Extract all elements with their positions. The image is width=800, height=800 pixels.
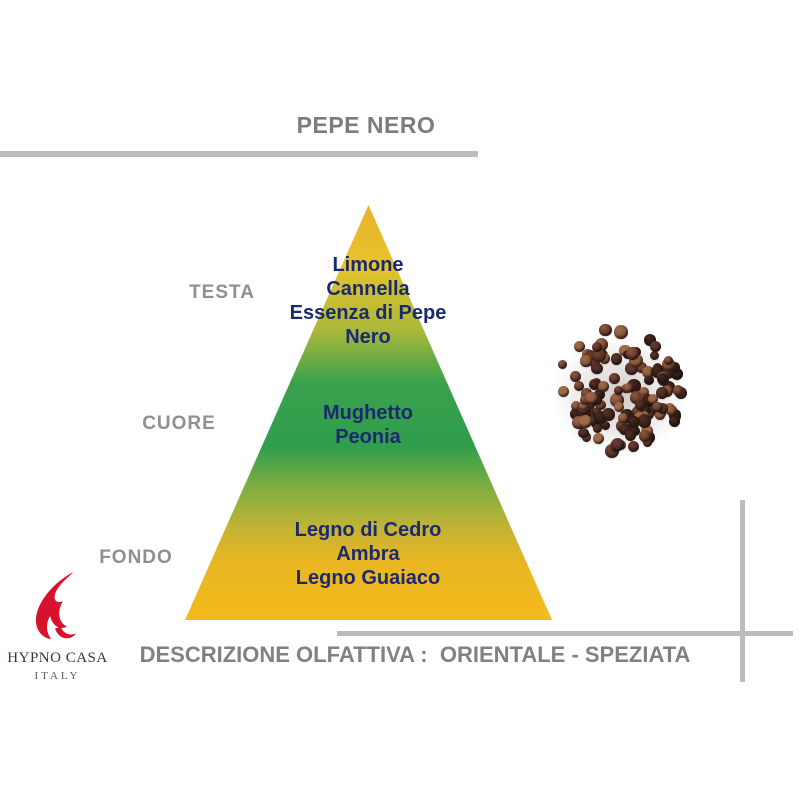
- peppercorn: [625, 429, 636, 441]
- level-label-fondo: FONDO: [99, 547, 173, 568]
- peppercorn: [579, 394, 591, 406]
- peppercorn: [593, 433, 605, 445]
- peppercorn: [665, 404, 678, 417]
- note-line: Essenza di Pepe: [289, 302, 447, 324]
- peppercorn: [635, 361, 647, 374]
- peppercorn: [661, 367, 674, 380]
- peppercorn: [591, 362, 604, 375]
- peppercorn: [652, 402, 663, 413]
- peppercorn: [637, 414, 652, 428]
- peppercorn: [579, 414, 592, 428]
- peppercorn: [591, 348, 606, 363]
- peppercorn: [591, 341, 602, 352]
- peppercorn: [627, 440, 640, 453]
- peppercorn: [656, 386, 669, 399]
- peppercorn: [614, 385, 624, 396]
- peppercorn: [638, 386, 650, 398]
- peppercorn: [614, 325, 628, 339]
- peppercorn: [656, 373, 668, 385]
- brand-logo: HYPNO CASA ITALY: [0, 568, 115, 693]
- peppercorn: [573, 381, 584, 392]
- page-title: PEPE NERO: [296, 112, 436, 138]
- peppercorn: [628, 416, 641, 429]
- peppercorn: [625, 346, 639, 360]
- peppercorn: [618, 423, 631, 436]
- level-label-cuore: CUORE: [142, 413, 216, 434]
- note-line: Cannella: [326, 278, 410, 300]
- peppercorn: [593, 423, 603, 433]
- peppercorn: [641, 365, 655, 379]
- vertical-divider-line: [740, 500, 745, 682]
- heart-notes-group: Mughetto Peonia: [218, 401, 518, 449]
- peppercorn: [574, 340, 586, 352]
- peppercorn: [578, 400, 589, 411]
- peppercorn: [557, 385, 570, 398]
- peppercorn: [623, 383, 633, 394]
- peppercorn: [611, 438, 625, 452]
- peppercorn: [585, 391, 598, 405]
- peppercorn: [593, 389, 605, 401]
- peppercorn: [589, 379, 601, 391]
- peppercorn: [584, 399, 595, 410]
- peppercorn: [580, 355, 592, 367]
- note-line: Mughetto: [323, 402, 413, 424]
- peppercorn: [643, 374, 654, 385]
- note-line: Peonia: [335, 426, 401, 448]
- peppercorn: [597, 380, 610, 393]
- bottom-divider-line: [337, 631, 793, 636]
- peppercorn: [578, 427, 589, 439]
- peppercorn: [595, 399, 606, 411]
- peppercorn: [641, 405, 652, 416]
- peppercorn-image: [545, 318, 695, 468]
- peppercorn: [600, 421, 611, 431]
- peppercorn: [648, 393, 659, 404]
- peppercorn: [618, 412, 629, 423]
- note-line: Limone: [332, 254, 404, 276]
- olfactory-description: DESCRIZIONE OLFATTIVA : ORIENTALE - SPEZ…: [139, 642, 691, 667]
- level-label-testa: TESTA: [189, 282, 255, 303]
- peppercorn: [672, 385, 684, 396]
- peppercorn: [630, 425, 641, 437]
- note-line: Legno di Cedro: [294, 519, 442, 541]
- peppercorn: [671, 367, 683, 380]
- peppercorn: [569, 371, 581, 383]
- peppercorn: [650, 351, 660, 361]
- peppercorn: [669, 362, 680, 373]
- top-divider-line: [0, 151, 478, 157]
- peppercorn: [638, 429, 651, 442]
- peppercorn: [602, 408, 615, 421]
- peppercorn: [634, 399, 646, 411]
- flame-icon: [35, 572, 77, 640]
- top-notes-group: Limone Cannella Essenza di Pepe Nero: [218, 253, 518, 349]
- note-line: Nero: [345, 326, 391, 348]
- peppercorn: [588, 416, 599, 427]
- note-line: Legno Guaiaco: [295, 567, 441, 589]
- peppercorn: [557, 359, 568, 370]
- peppercorn: [668, 416, 680, 428]
- base-notes-group: Legno di Cedro Ambra Legno Guaiaco: [218, 518, 518, 590]
- peppercorn: [611, 353, 623, 365]
- peppercorn: [609, 373, 621, 385]
- peppercorn: [599, 324, 612, 337]
- logo-brand-text: HYPNO CASA: [7, 650, 108, 666]
- logo-country-text: ITALY: [34, 670, 81, 682]
- peppercorn: [614, 401, 625, 413]
- peppercorn: [649, 341, 661, 353]
- peppercorn: [663, 355, 673, 365]
- peppercorn: [571, 400, 582, 411]
- peppercorn: [657, 403, 669, 415]
- note-line: Ambra: [336, 543, 400, 565]
- peppercorn: [643, 438, 653, 448]
- peppercorn: [654, 410, 665, 420]
